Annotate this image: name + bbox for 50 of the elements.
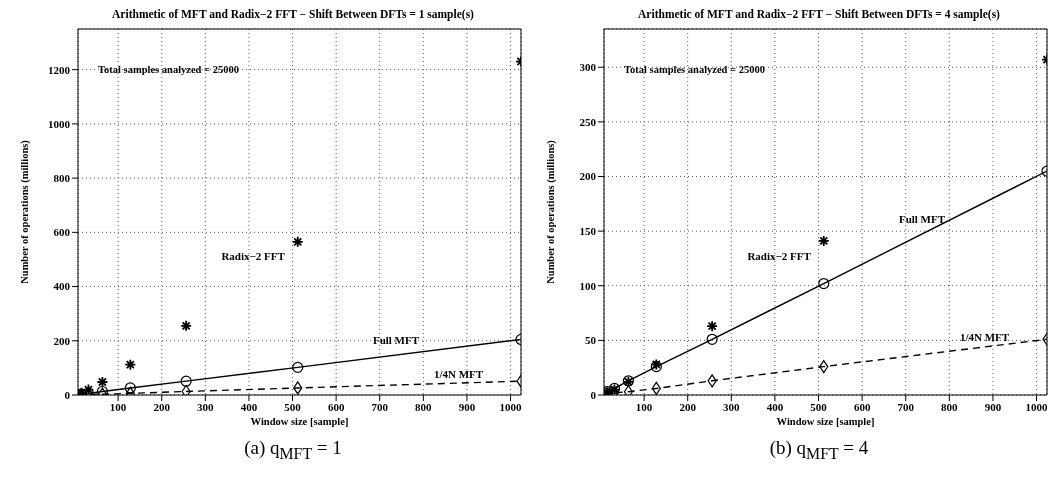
x-axis-title: Window size [sample] (250, 416, 349, 427)
annotation: Total samples analyzed = 25000 (98, 64, 239, 75)
x-tick-label: 100 (109, 400, 127, 413)
series-label: Full MFT (898, 212, 946, 225)
series-label: Radix−2 FFT (747, 249, 812, 262)
x-tick-label: 600 (327, 400, 345, 413)
chart-title: Arithmetic of MFT and Radix−2 FFT − Shift Between DFTs = 4 sample(s) (637, 8, 1001, 23)
annotation: Total samples analyzed = 25000 (624, 64, 765, 75)
chart-title: Arithmetic of MFT and Radix−2 FFT − Shift Between DFTs = 1 sample(s) (111, 8, 475, 23)
series-label: 1/4N MFT (959, 331, 1010, 344)
y-tick-label: 200 (579, 170, 597, 183)
y-tick-label: 250 (579, 115, 597, 128)
y-tick-label: 300 (579, 61, 597, 74)
y-axis-title: Number of operations (millions) (544, 139, 557, 284)
y-tick-label: 600 (53, 226, 71, 239)
x-tick-label: 300 (197, 400, 215, 413)
x-tick-label: 700 (371, 400, 389, 413)
y-tick-label: 200 (53, 334, 71, 347)
x-tick-label: 1000 (499, 400, 523, 413)
y-tick-label: 400 (53, 280, 71, 293)
x-tick-label: 800 (415, 400, 433, 413)
y-tick-label: 800 (53, 172, 71, 185)
x-tick-label: 600 (853, 400, 871, 413)
y-tick-label: 0 (64, 388, 71, 401)
x-tick-label: 800 (941, 400, 959, 413)
series-label: Full MFT (372, 333, 420, 346)
x-tick-label: 700 (897, 400, 915, 413)
x-tick-label: 500 (284, 400, 302, 413)
x-tick-label: 500 (810, 400, 828, 413)
x-axis-title: Window size [sample] (776, 416, 875, 427)
y-tick-label: 50 (585, 334, 597, 347)
y-tick-label: 1000 (48, 117, 71, 130)
text: (a) q$_{MFT}$ = 1 (243, 437, 343, 463)
x-tick-label: 400 (766, 400, 784, 413)
text: (b) q$_{MFT}$ = 4 (768, 437, 870, 463)
x-tick-label: 900 (458, 400, 476, 413)
y-tick-label: 100 (579, 279, 597, 292)
x-tick-label: 100 (635, 400, 653, 413)
x-tick-label: 900 (984, 400, 1002, 413)
x-tick-label: 200 (679, 400, 697, 413)
x-tick-label: 400 (240, 400, 258, 413)
x-tick-label: 1000 (1025, 400, 1049, 413)
y-tick-label: 150 (579, 225, 597, 238)
series-label: 1/4N MFT (433, 367, 484, 380)
y-tick-label: 0 (590, 388, 597, 401)
y-axis-title: Number of operations (millions) (18, 139, 31, 284)
y-tick-label: 1200 (48, 63, 71, 76)
x-tick-label: 300 (723, 400, 741, 413)
x-tick-label: 200 (153, 400, 171, 413)
series-label: Radix−2 FFT (221, 249, 286, 262)
